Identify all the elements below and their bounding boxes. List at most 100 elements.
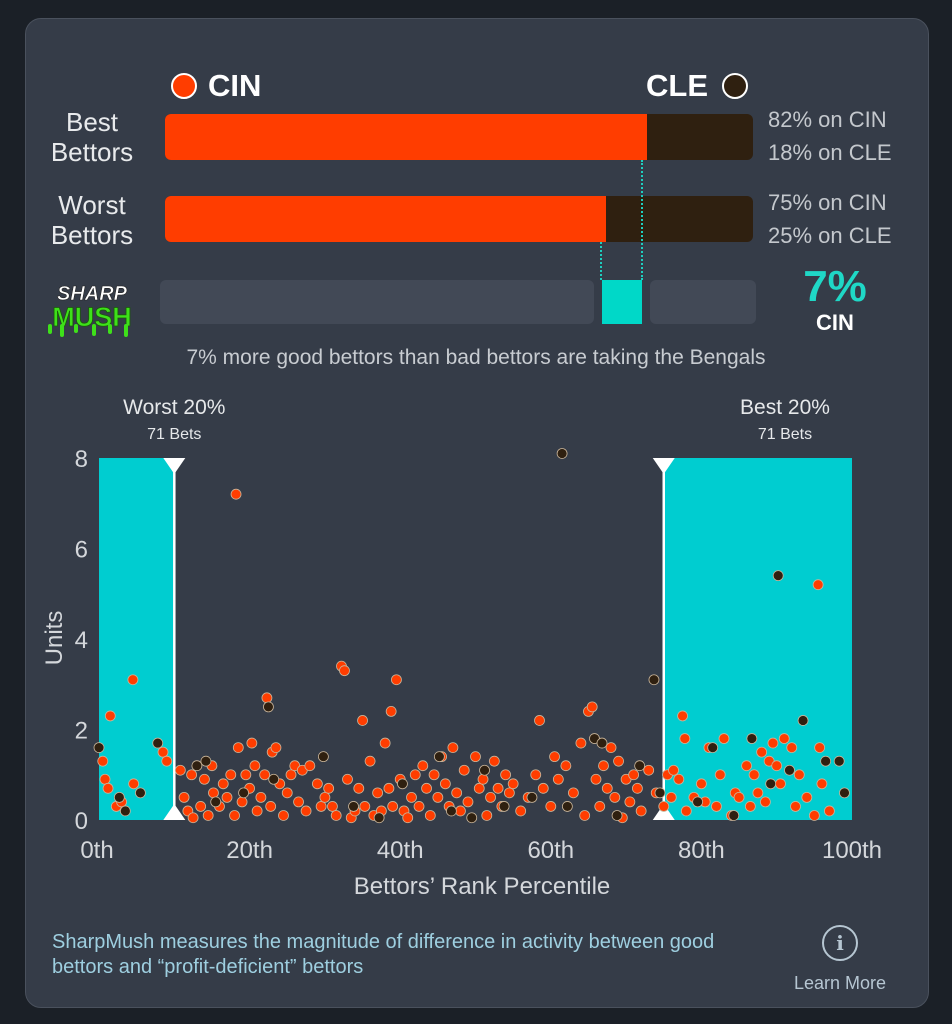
cle-bet-point <box>654 787 666 799</box>
cin-bet-point <box>127 674 139 686</box>
worst-bettors-label: Worst Bettors <box>50 190 134 250</box>
cin-bet-point <box>590 773 602 785</box>
cin-bet-point <box>598 760 609 772</box>
best-bettors-bar <box>165 114 753 160</box>
x-tick-label: 60th <box>527 837 574 864</box>
cin-bet-point <box>492 782 504 794</box>
cin-bet-point <box>421 782 432 794</box>
cle-bet-point <box>820 755 832 767</box>
sharp-percentage: 7% <box>803 262 867 311</box>
x-tick-label: 0th <box>80 837 113 864</box>
cin-bet-point <box>462 796 474 808</box>
x-tick-label: 80th <box>678 837 725 864</box>
difference-track-right <box>650 280 756 324</box>
cin-bet-point <box>481 810 493 821</box>
best-bettors-label: Best Bettors <box>50 107 134 167</box>
y-tick-label: 2 <box>75 718 88 745</box>
cle-bet-point <box>317 751 329 763</box>
cin-bet-point <box>447 742 459 754</box>
cin-bet-point <box>507 778 519 790</box>
cin-bet-point <box>428 769 440 781</box>
cin-bet-point <box>249 760 261 772</box>
cin-bet-point <box>246 737 258 749</box>
y-tick-label: 6 <box>75 537 88 564</box>
cle-bet-point <box>93 742 105 754</box>
cle-bet-point <box>784 764 795 776</box>
cin-bet-point <box>771 760 783 772</box>
cin-bet-point <box>530 769 542 781</box>
cle-bet-point <box>191 760 203 772</box>
cin-bet-point <box>229 810 240 821</box>
cin-bet-point <box>278 810 289 821</box>
cle-bet-point <box>119 805 131 817</box>
cle-bet-point <box>479 764 490 776</box>
cin-bet-point <box>658 801 670 812</box>
cin-bet-point <box>808 810 820 821</box>
y-tick-label: 0 <box>75 808 88 835</box>
cle-bet-point <box>692 796 704 808</box>
cin-bet-point <box>383 782 395 794</box>
cin-bet-point <box>477 773 489 785</box>
cin-bet-point <box>537 782 549 794</box>
cin-bet-point <box>195 801 207 812</box>
footer-description: SharpMush measures the magnitude of diff… <box>52 931 715 978</box>
cin-bet-point <box>594 801 606 812</box>
cin-bet-point <box>104 710 116 722</box>
cle-bet-point <box>833 755 845 767</box>
cle-bet-point <box>210 796 222 808</box>
cin-bet-point <box>579 810 591 821</box>
cle-bet-point <box>634 760 646 772</box>
y-tick-label: 4 <box>75 627 88 654</box>
cin-bet-point <box>315 801 327 812</box>
cin-bet-point <box>503 787 515 799</box>
cle-bet-point <box>596 737 608 749</box>
team-left-name: CIN <box>208 68 262 103</box>
cin-bet-point <box>470 751 481 763</box>
cin-bet-point <box>424 810 436 821</box>
cin-bet-point <box>99 773 111 785</box>
cin-bet-point <box>265 801 277 812</box>
cin-bet-point <box>631 782 643 794</box>
cle-bet-point <box>152 737 164 749</box>
cin-bet-point <box>353 782 365 794</box>
cin-bet-point <box>161 755 173 767</box>
cin-bet-point <box>635 805 647 817</box>
cin-bet-point <box>545 801 557 812</box>
cin-bet-point <box>255 791 267 803</box>
cin-bet-point <box>812 579 824 591</box>
cin-bet-point <box>221 791 233 803</box>
cin-bet-point <box>259 769 271 781</box>
cin-bet-point <box>628 769 640 781</box>
cin-bet-point <box>178 791 190 803</box>
cin-bet-point <box>225 769 237 781</box>
cin-bet-point <box>406 791 417 803</box>
cle-bet-point <box>268 773 280 785</box>
cin-bet-point <box>605 742 617 754</box>
logo-drip-shape <box>48 324 128 337</box>
cin-bet-point <box>760 796 771 808</box>
cin-bet-point <box>300 805 312 817</box>
cin-bet-point <box>801 791 813 803</box>
cin-bet-point <box>432 791 444 803</box>
cle-bet-point <box>746 733 758 744</box>
cin-bet-point <box>357 715 368 726</box>
cin-bet-point <box>417 760 429 772</box>
cin-bet-point <box>387 801 399 812</box>
cin-bet-point <box>281 787 293 799</box>
cin-bet-point <box>673 773 685 785</box>
cin-bet-point <box>232 742 244 754</box>
cin-bet-point <box>455 805 466 817</box>
cin-bet-point <box>534 715 545 726</box>
cin-bet-point <box>711 801 722 812</box>
cin-bet-point <box>668 764 679 776</box>
learn-more-button[interactable]: i Learn More <box>784 925 896 994</box>
cin-bet-point <box>251 805 263 817</box>
cin-bet-point <box>339 665 350 677</box>
worst-boundary-top-marker <box>163 458 186 474</box>
cin-bet-point <box>285 769 297 781</box>
cle-bet-point <box>433 751 445 763</box>
cle-bet-point <box>113 791 125 803</box>
x-tick-label: 20th <box>226 837 273 864</box>
cin-bet-point <box>311 778 323 790</box>
